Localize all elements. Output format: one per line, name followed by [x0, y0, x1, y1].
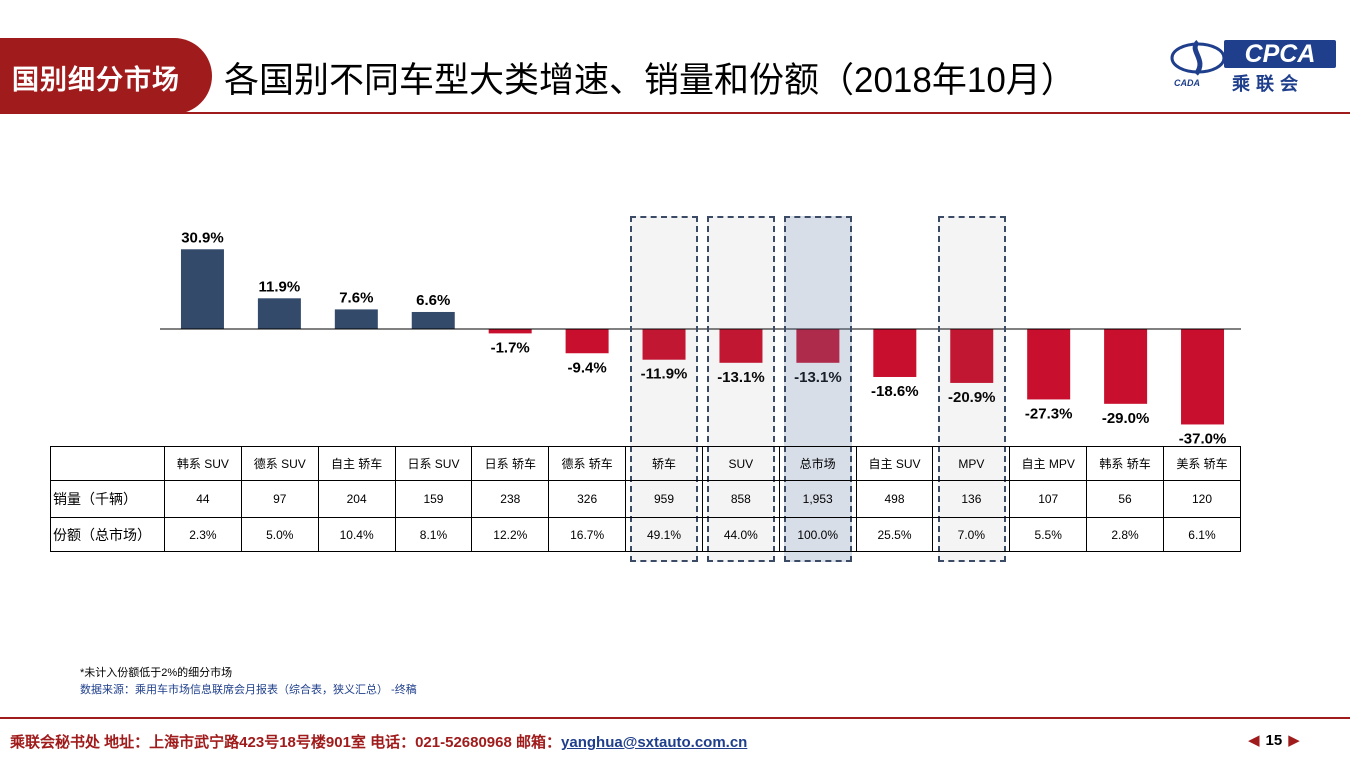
table-row-sales: 销量（千辆） 44 97 204 159 238 326 959 858 1,953 498 136 1…: [50, 480, 1242, 518]
share-cell: 12.2%: [471, 517, 550, 552]
share-cell: 25.5%: [855, 517, 934, 552]
category-cell: 日系 SUV: [394, 446, 473, 481]
sales-cell: 498: [855, 480, 934, 518]
category-cell: 自主 轿车: [317, 446, 396, 481]
footer-contact: 乘联会秘书处 地址：上海市武宁路423号18号楼901室 电话：021-5268…: [10, 734, 562, 751]
bar-6: [642, 329, 686, 360]
share-cell: 5.0%: [240, 517, 319, 552]
sales-cell: 107: [1009, 480, 1088, 518]
pager: ◀ 15 ▶: [1242, 731, 1306, 749]
sales-cell: 44: [164, 480, 242, 518]
bar-3: [411, 311, 455, 329]
bar-label-6: -11.9%: [641, 366, 688, 383]
bar-label-7: -13.1%: [717, 369, 765, 386]
category-cell: 日系 轿车: [471, 446, 550, 481]
sales-cell: 238: [471, 480, 550, 518]
share-cell: 5.5%: [1009, 517, 1088, 552]
bar-label-4: -1.7%: [491, 339, 530, 356]
table-corner-cell: [50, 446, 165, 481]
sales-cell: 204: [317, 480, 396, 518]
page-number: 15: [1265, 732, 1283, 749]
category-cell: 轿车: [625, 446, 703, 481]
bar-label-9: -18.6%: [871, 383, 919, 400]
bar-label-1: 11.9%: [259, 278, 301, 295]
category-cell: 德系 轿车: [548, 446, 627, 481]
bar-2: [334, 309, 378, 329]
bar-label-11: -27.3%: [1025, 405, 1073, 422]
sales-cell: 959: [625, 480, 703, 518]
bar-13: [1181, 329, 1225, 425]
category-cell: 德系 SUV: [240, 446, 319, 481]
category-cell: MPV: [932, 446, 1011, 481]
cada-logo-text: CADA: [1174, 78, 1200, 88]
bar-label-12: -29.0%: [1102, 410, 1150, 427]
share-cell: 6.1%: [1162, 517, 1242, 552]
share-cell: 2.3%: [164, 517, 242, 552]
footnote: *未计入份额低于2%的细分市场: [80, 667, 233, 679]
category-cell: 自主 MPV: [1009, 446, 1088, 481]
footer-divider: [0, 717, 1350, 719]
section-tag: 国别细分市场: [0, 38, 212, 114]
page-title: 各国别不同车型大类增速、销量和份额（2018年10月）: [224, 61, 1076, 100]
sales-cell: 858: [701, 480, 780, 518]
sales-cell: 136: [932, 480, 1011, 518]
bar-7: [719, 329, 763, 363]
bar-0: [180, 249, 224, 329]
footer-email-link[interactable]: yanghua@sxtauto.com.cn: [561, 734, 748, 751]
cpca-logo-cn: 乘联会: [1232, 74, 1304, 94]
table-header-row: 韩系 SUV 德系 SUV 自主 轿车 日系 SUV 日系 轿车 德系 轿车 轿车 SUV 总市…: [50, 446, 1242, 481]
next-page-icon[interactable]: ▶: [1288, 732, 1300, 749]
growth-bar-chart: 30.9% 11.9% 7.6% 6.6% -1.7% -9.4% -11.9% -13.1%…: [160, 229, 1241, 447]
sales-cell: 326: [548, 480, 627, 518]
bar-label-8: -13.1%: [794, 369, 842, 386]
category-cell: SUV: [701, 446, 780, 481]
share-cell: 16.7%: [548, 517, 627, 552]
bar-label-3: 6.6%: [416, 292, 450, 309]
category-cell: 韩系 轿车: [1086, 446, 1164, 481]
bar-10: [950, 329, 994, 383]
header-divider: [0, 112, 1350, 114]
share-cell: 8.1%: [394, 517, 473, 552]
bar-label-0: 30.9%: [181, 229, 224, 246]
share-cell: 44.0%: [701, 517, 780, 552]
share-cell: 10.4%: [317, 517, 396, 552]
bar-1: [257, 298, 301, 329]
bar-11: [1027, 329, 1071, 400]
share-cell: 7.0%: [932, 517, 1011, 552]
category-cell: 美系 轿车: [1162, 446, 1242, 481]
sales-cell: 1,953: [778, 480, 857, 518]
category-cell: 总市场: [778, 446, 857, 481]
bar-label-5: -9.4%: [568, 359, 607, 376]
footer-info: 乘联会秘书处 地址：上海市武宁路423号18号楼901室 电话：021-5268…: [10, 731, 747, 752]
sales-cell: 159: [394, 480, 473, 518]
share-cell: 100.0%: [778, 517, 857, 552]
cpca-logo-text: CPCA: [1224, 40, 1336, 68]
category-cell: 自主 SUV: [855, 446, 934, 481]
sales-cell: 120: [1162, 480, 1242, 518]
data-source: 数据来源：乘用车市场信息联席会月报表（综合表，狭义汇总） -终稿: [80, 684, 417, 696]
bar-5: [565, 329, 609, 354]
share-cell: 2.8%: [1086, 517, 1164, 552]
bar-8: [796, 329, 840, 363]
bar-4: [488, 329, 532, 334]
bar-label-13: -37.0%: [1179, 430, 1227, 447]
category-cell: 韩系 SUV: [164, 446, 242, 481]
bar-label-10: -20.9%: [948, 389, 996, 406]
table-row-share: 份额（总市场） 2.3% 5.0% 10.4% 8.1% 12.2% 16.7% 49.1% 4…: [50, 517, 1242, 552]
bar-12: [1104, 329, 1148, 404]
row-label-share: 份额（总市场）: [50, 517, 165, 552]
section-tag-label: 国别细分市场: [12, 65, 180, 95]
sales-cell: 97: [240, 480, 319, 518]
bar-label-2: 7.6%: [339, 289, 373, 306]
cpca-logo: CPCA 乘联会 CADA: [1168, 36, 1338, 94]
row-label-sales: 销量（千辆）: [50, 480, 165, 518]
prev-page-icon[interactable]: ◀: [1248, 732, 1260, 749]
share-cell: 49.1%: [625, 517, 703, 552]
sales-cell: 56: [1086, 480, 1164, 518]
sales-share-table: 韩系 SUV 德系 SUV 自主 轿车 日系 SUV 日系 轿车 德系 轿车 轿车 SUV 总市…: [50, 446, 1242, 552]
bar-9: [873, 329, 917, 377]
